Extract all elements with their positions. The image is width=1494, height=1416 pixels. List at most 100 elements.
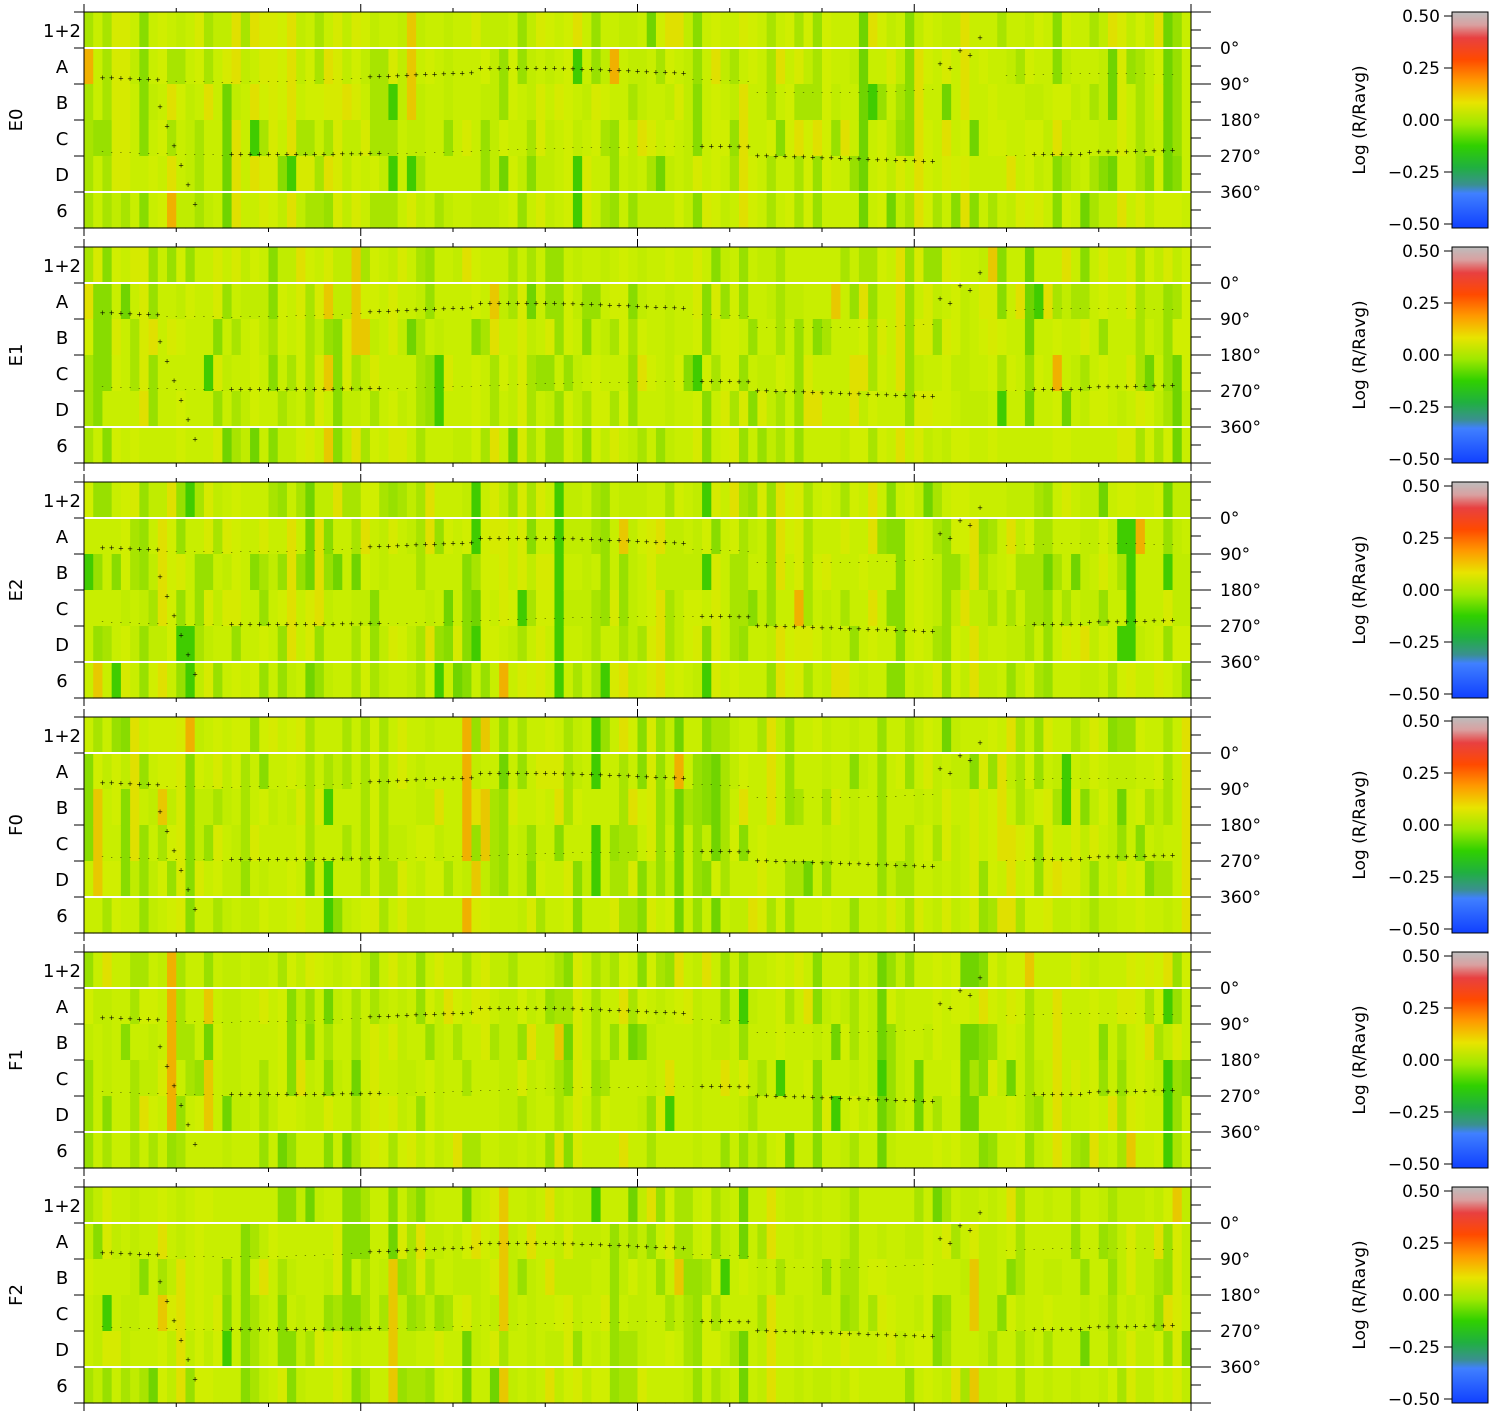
heatmap-cell bbox=[563, 84, 574, 121]
heatmap-cell bbox=[720, 590, 731, 627]
heatmap-cell bbox=[286, 391, 297, 428]
heatmap-cell bbox=[905, 753, 915, 790]
heatmap-cell bbox=[1172, 1132, 1183, 1169]
track-point: - bbox=[194, 1019, 196, 1025]
heatmap-cell bbox=[877, 482, 888, 519]
heatmap-cell bbox=[766, 482, 777, 519]
heatmap-cell bbox=[1061, 554, 1072, 591]
heatmap-cell bbox=[849, 482, 860, 519]
heatmap-cell bbox=[572, 12, 583, 49]
heatmap-cell bbox=[1071, 988, 1081, 1025]
heatmap-cell bbox=[609, 717, 620, 754]
heatmap-cell bbox=[379, 861, 390, 898]
heatmap-cell bbox=[1015, 590, 1026, 627]
track-point: + bbox=[930, 158, 936, 166]
track-point: + bbox=[874, 626, 880, 634]
heatmap-cell bbox=[176, 1024, 187, 1061]
heatmap-cell bbox=[637, 861, 648, 898]
heatmap-cell bbox=[213, 427, 223, 464]
heatmap-cell bbox=[314, 717, 325, 754]
heatmap-cell bbox=[342, 626, 353, 663]
heatmap-cell bbox=[351, 789, 362, 826]
heatmap-cell bbox=[572, 861, 583, 898]
heatmap-cell bbox=[1034, 897, 1044, 934]
heatmap-cell bbox=[960, 717, 971, 754]
track-point: - bbox=[341, 76, 343, 82]
heatmap-cell bbox=[1061, 1024, 1072, 1061]
heatmap-cell bbox=[536, 247, 546, 284]
heatmap-cell bbox=[729, 1132, 740, 1169]
heatmap-cell bbox=[296, 554, 306, 591]
heatmap-cell bbox=[1061, 48, 1072, 85]
heatmap-cell bbox=[895, 662, 906, 699]
heatmap-cell bbox=[416, 12, 426, 49]
heatmap-cell bbox=[1163, 554, 1174, 591]
track-point: + bbox=[376, 73, 382, 81]
heatmap-cell bbox=[388, 391, 399, 428]
heatmap-cell bbox=[1080, 1096, 1091, 1133]
track-point: - bbox=[655, 614, 657, 620]
heatmap-cell bbox=[351, 1024, 362, 1061]
colorbar-tick-label: 0.50 bbox=[1402, 712, 1440, 732]
heatmap-cell bbox=[1126, 247, 1137, 284]
heatmap-cell bbox=[111, 283, 122, 320]
heatmap-cell bbox=[1043, 518, 1054, 555]
heatmap-cell bbox=[222, 626, 233, 663]
heatmap-cell bbox=[1089, 825, 1100, 862]
heatmap-cell bbox=[757, 825, 768, 862]
heatmap-cell bbox=[582, 988, 592, 1025]
heatmap-cell bbox=[757, 482, 768, 519]
heatmap-cell bbox=[886, 319, 897, 356]
heatmap-cell bbox=[1034, 626, 1044, 663]
track-point: - bbox=[627, 144, 629, 150]
heatmap-cell bbox=[277, 988, 288, 1025]
track-point: - bbox=[572, 145, 574, 151]
heatmap-cell bbox=[1034, 355, 1044, 392]
heatmap-cell bbox=[203, 825, 214, 862]
heatmap-cell bbox=[720, 825, 731, 862]
heatmap-cell bbox=[646, 825, 657, 862]
track-point: + bbox=[699, 377, 705, 385]
heatmap-cell bbox=[1052, 1024, 1063, 1061]
track-point: + bbox=[302, 856, 308, 864]
heatmap-cell bbox=[978, 156, 989, 193]
heatmap-cell bbox=[277, 952, 288, 989]
heatmap-cell bbox=[259, 283, 270, 320]
heatmap-cell bbox=[536, 518, 546, 555]
track-point: + bbox=[109, 74, 115, 82]
heatmap-cell bbox=[822, 48, 832, 85]
heatmap-cell bbox=[250, 12, 260, 49]
heatmap-cell bbox=[1117, 988, 1128, 1025]
heatmap-cell bbox=[1098, 283, 1109, 320]
heatmap-cell bbox=[591, 48, 602, 85]
heatmap-cell bbox=[84, 482, 94, 519]
heatmap-cell bbox=[314, 427, 325, 464]
heatmap-cell bbox=[554, 391, 565, 428]
heatmap-cell bbox=[785, 319, 795, 356]
heatmap-cell bbox=[176, 897, 187, 934]
heatmap-cell bbox=[231, 825, 242, 862]
heatmap-cell bbox=[1080, 247, 1091, 284]
heatmap-cell bbox=[960, 12, 971, 49]
heatmap-cell bbox=[240, 897, 251, 934]
heatmap-cell bbox=[1006, 247, 1017, 284]
heatmap-cell bbox=[600, 319, 611, 356]
heatmap-cell bbox=[471, 626, 482, 663]
heatmap-cell bbox=[157, 12, 168, 49]
heatmap-cell bbox=[286, 988, 297, 1025]
track-point: - bbox=[830, 325, 832, 331]
heatmap-cell bbox=[978, 355, 989, 392]
track-point: - bbox=[526, 1087, 528, 1093]
heatmap-cell bbox=[1154, 319, 1164, 356]
heatmap-cell bbox=[757, 355, 768, 392]
heatmap-cell bbox=[1080, 1132, 1091, 1169]
heatmap-cell bbox=[231, 120, 242, 157]
heatmap-cell bbox=[1181, 48, 1192, 85]
heatmap-cell bbox=[443, 825, 454, 862]
heatmap-cell bbox=[1080, 590, 1091, 627]
heatmap-cell bbox=[148, 12, 159, 49]
track-point: - bbox=[341, 546, 343, 552]
heatmap-cell bbox=[545, 12, 556, 49]
heatmap-cell bbox=[619, 825, 629, 862]
track-point: + bbox=[487, 770, 493, 778]
